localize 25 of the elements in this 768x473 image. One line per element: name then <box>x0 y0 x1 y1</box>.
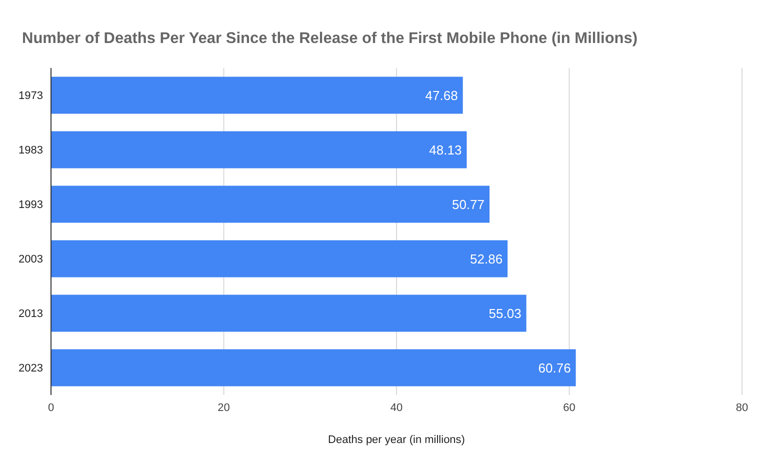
y-tick-label: 1983 <box>18 144 43 157</box>
bar <box>51 186 490 223</box>
x-axis-title: Deaths per year (in millions) <box>328 434 465 446</box>
bar <box>51 131 467 168</box>
data-label: 48.13 <box>429 142 462 158</box>
x-tick-label: 40 <box>390 402 403 414</box>
bar <box>51 240 508 278</box>
bar <box>51 349 576 386</box>
chart-title: Number of Deaths Per Year Since the Release of the First Mobile Phone (in Millions) <box>22 30 638 48</box>
y-tick-label: 2023 <box>18 362 43 375</box>
x-tick-label: 60 <box>563 402 576 414</box>
y-tick-label: 2013 <box>18 308 43 320</box>
bar <box>51 76 463 114</box>
x-tick-label: 80 <box>736 402 748 414</box>
y-tick-label: 2003 <box>18 254 43 266</box>
data-label: 55.03 <box>488 306 522 321</box>
data-label: 52.86 <box>470 251 503 266</box>
data-label: 47.68 <box>425 88 458 103</box>
y-tick-label: 1973 <box>18 90 43 102</box>
x-tick-label: 0 <box>48 402 54 414</box>
x-tick-label: 20 <box>218 402 230 414</box>
y-tick-label: 1993 <box>18 199 43 212</box>
bar <box>51 294 526 332</box>
data-label: 50.77 <box>452 196 485 212</box>
data-label: 60.76 <box>538 360 571 376</box>
